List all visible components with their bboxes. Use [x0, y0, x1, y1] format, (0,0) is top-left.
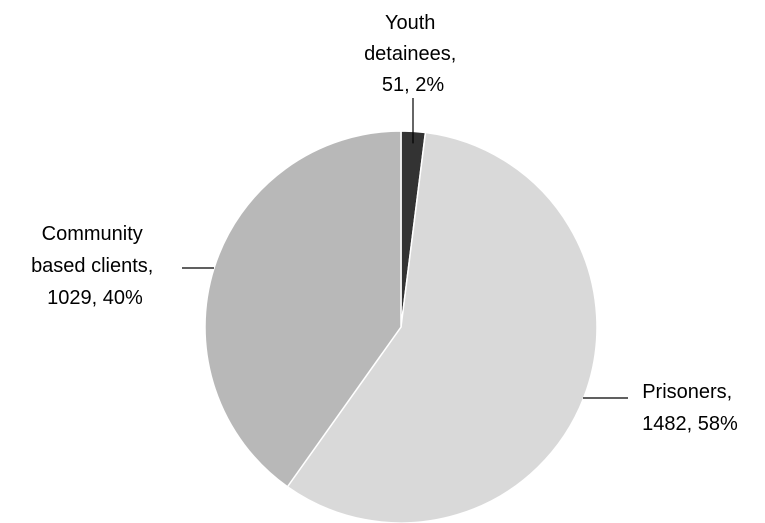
pie-slice-community — [204, 130, 402, 488]
label-line: Prisoners, — [642, 381, 732, 403]
pie-slices — [204, 130, 598, 523]
slice-label-youth: Youth detainees, 51, 2% — [364, 12, 462, 96]
label-line: based clients, — [31, 255, 153, 277]
slice-label-prisoners: Prisoners, 1482, 58% — [642, 381, 738, 435]
label-line: Youth — [385, 12, 435, 34]
label-line: 1029, 40% — [47, 287, 143, 309]
label-line: Community — [42, 223, 143, 245]
label-line: detainees, — [364, 43, 456, 65]
label-line: 51, 2% — [382, 74, 444, 96]
slice-label-community: Community based clients, 1029, 40% — [31, 223, 159, 309]
label-line: 1482, 58% — [642, 413, 738, 435]
leader-lines — [182, 98, 628, 399]
